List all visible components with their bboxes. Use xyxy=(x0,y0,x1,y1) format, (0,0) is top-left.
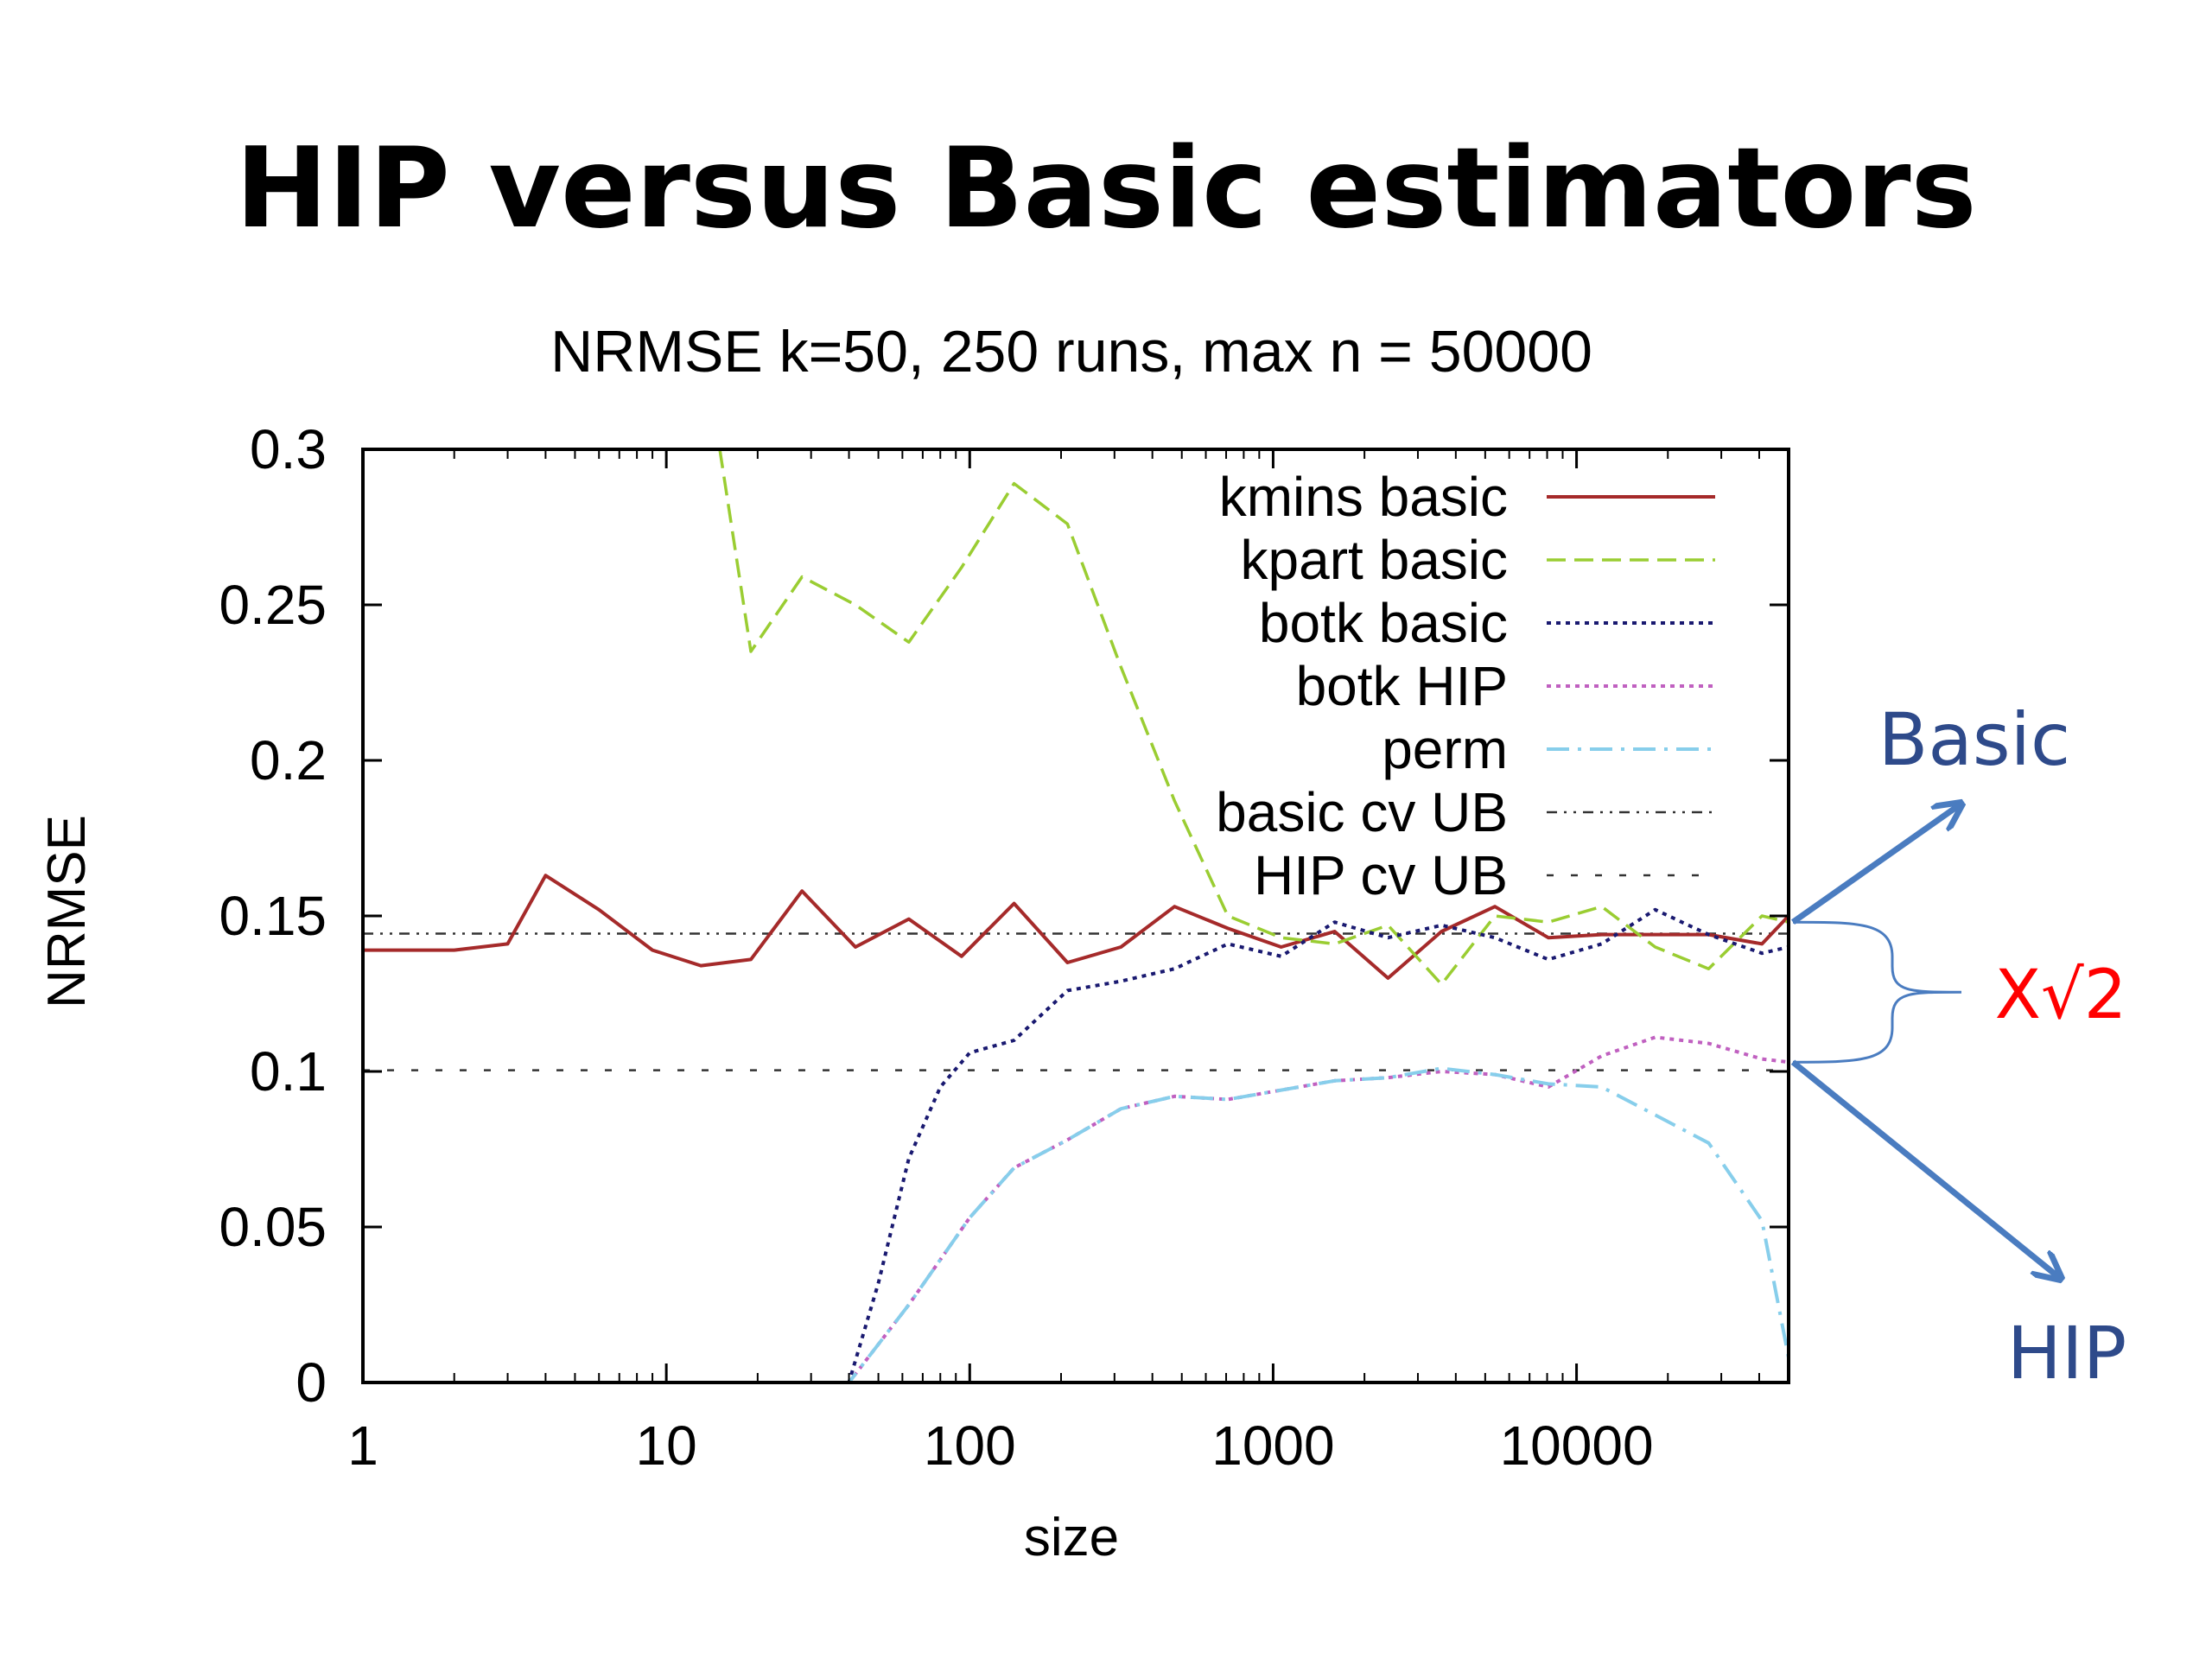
x-axis-label: size xyxy=(1024,1508,1119,1567)
series-kmins-basic xyxy=(363,874,1790,980)
reference-lines xyxy=(363,932,1789,1071)
series-botk-basic xyxy=(363,907,1789,1384)
series-botk-hip xyxy=(363,1035,1789,1384)
chart-title: NRMSE k=50, 250 runs, max n = 50000 xyxy=(550,319,1592,385)
y-axis-label: NRMSE xyxy=(37,815,97,1008)
legend-label: perm xyxy=(1382,718,1508,780)
legend-label: HIP cv UB xyxy=(1254,844,1508,906)
legend-label: kpart basic xyxy=(1241,529,1508,591)
y-tick-label: 0.1 xyxy=(250,1040,327,1103)
bracket xyxy=(1792,920,1962,1064)
y-tick-label: 0.3 xyxy=(250,418,327,480)
legend-label: botk basic xyxy=(1259,592,1508,654)
y-tick-label: 0.2 xyxy=(250,729,327,791)
ratio-label: X√2 xyxy=(1995,957,2127,1034)
x-tick-label: 10 xyxy=(636,1414,697,1477)
y-tick-label: 0.05 xyxy=(219,1196,327,1258)
series-kpart-basic xyxy=(718,448,1789,986)
y-tick-label: 0.15 xyxy=(219,885,327,947)
x-tick-label: 1000 xyxy=(1211,1414,1334,1477)
x-tick-label: 100 xyxy=(924,1414,1016,1477)
legend-label: kmins basic xyxy=(1219,466,1508,528)
hip-label: HIP xyxy=(2007,1311,2127,1395)
legend-label: basic cv UB xyxy=(1216,781,1508,843)
basic-label: Basic xyxy=(1878,697,2070,782)
hip-arrow xyxy=(1790,1059,2061,1279)
x-tick-label: 1 xyxy=(347,1414,378,1477)
x-tick-label: 10000 xyxy=(1500,1414,1654,1477)
ticks-layer: 0 0.05 0.1 0.15 0.2 0.25 0.3 1 10 100 1000 10000 xyxy=(219,418,1789,1477)
basic-arrow xyxy=(1790,804,1961,925)
plot-frame xyxy=(361,448,1790,1384)
y-tick-label: 0 xyxy=(296,1351,327,1414)
y-tick-label: 0.25 xyxy=(219,574,327,636)
series-layer xyxy=(363,448,1790,1384)
slide-title: HIP versus Basic estimators xyxy=(235,124,1977,253)
annotations: Basic HIP X√2 xyxy=(1790,697,2127,1395)
series-perm xyxy=(363,1066,1790,1384)
legend-label: botk HIP xyxy=(1296,655,1508,717)
